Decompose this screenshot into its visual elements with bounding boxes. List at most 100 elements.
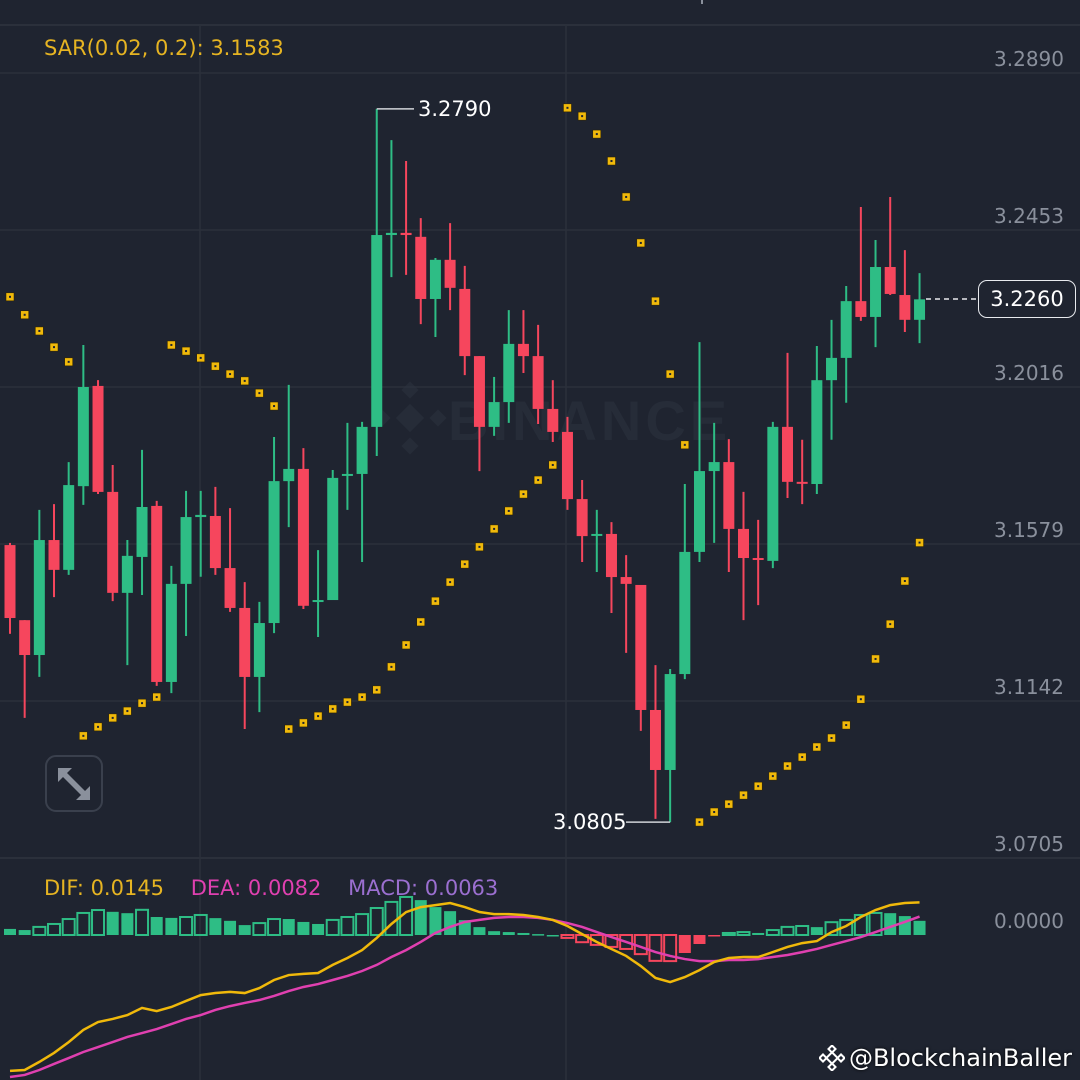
candle [723, 439, 735, 573]
sar-dot-center [713, 811, 716, 814]
macd-histogram-bar [4, 928, 16, 935]
candle-body [870, 267, 882, 317]
candle [914, 273, 926, 344]
macd-histogram-bar [18, 930, 31, 935]
candle [77, 344, 89, 505]
candle-body [253, 623, 265, 677]
sar-dot-center [361, 696, 364, 699]
expand-arrows-icon [58, 767, 90, 800]
sar-dot-center [537, 479, 540, 482]
low-price-label: 3.0805 [553, 810, 627, 834]
sar-dot-center [522, 493, 525, 496]
macd-histogram-bar [780, 925, 795, 937]
macd-histogram-bar [193, 913, 208, 936]
macd-histogram-bar [678, 935, 691, 953]
candle [679, 484, 691, 680]
macd-histogram-bar [179, 916, 194, 936]
sar-dot-center [126, 710, 129, 713]
candle-body [708, 462, 720, 472]
sar-dot-center [38, 329, 41, 332]
candle [356, 421, 368, 562]
sar-dot-center [141, 702, 144, 705]
macd-histogram-bar [488, 931, 501, 935]
candle [165, 565, 177, 694]
candle [268, 436, 280, 634]
macd-histogram-bar [898, 916, 911, 935]
candle-body [782, 426, 794, 482]
candle [136, 449, 148, 596]
candle-body [840, 301, 852, 358]
sar-dot-center [610, 160, 613, 163]
macd-histogram-bar [121, 913, 134, 935]
candle [870, 240, 882, 348]
candle [209, 486, 221, 575]
macd-histogram-bar [61, 918, 76, 937]
sar-dot-center [273, 405, 276, 408]
dea-line [9, 915, 920, 1079]
sar-dot-center [214, 365, 217, 368]
candle [635, 584, 647, 731]
sar-dot-center [155, 696, 158, 699]
sar-dot-center [331, 707, 334, 710]
sar-dot-center [551, 463, 554, 466]
macd-histogram-bar [517, 932, 530, 935]
macd-histogram-bar [282, 919, 295, 935]
sar-dot-center [771, 775, 774, 778]
sar-dot-center [287, 728, 290, 731]
candle-body [107, 491, 119, 593]
candle-body [547, 408, 559, 432]
candle-body [4, 545, 16, 619]
candle [517, 310, 529, 373]
candle [532, 324, 544, 425]
candle-body [239, 607, 251, 677]
candle [19, 620, 31, 718]
candle-body [121, 555, 133, 593]
macd-histogram-bar [238, 925, 251, 935]
candle-body [195, 514, 207, 518]
candle [767, 421, 779, 569]
sar-dot-center [625, 195, 628, 198]
expand-chart-button[interactable] [45, 755, 103, 812]
candle-body [385, 232, 397, 236]
candle [92, 380, 104, 495]
sar-dot-center [698, 821, 701, 824]
sar-dot-center [23, 313, 26, 316]
macd-histogram-bar [736, 931, 751, 937]
candle [782, 352, 794, 499]
macd-histogram-bar [209, 918, 222, 935]
macd-histogram-bar [560, 934, 575, 939]
macd-histogram-bar [165, 917, 178, 935]
macd-value-legend: MACD: 0.0063 [348, 876, 499, 900]
candle [693, 342, 705, 562]
candle [561, 416, 573, 510]
sar-dot-center [53, 346, 56, 349]
sar-dot-center [918, 541, 921, 544]
sar-dot-center [493, 527, 496, 530]
sar-dot-center [669, 373, 672, 376]
candle [327, 469, 339, 601]
candle [341, 422, 353, 510]
sar-dot-center [170, 343, 173, 346]
sar-dot-center [581, 115, 584, 118]
candle [488, 376, 500, 436]
candle-body [19, 620, 31, 656]
candle [63, 462, 75, 575]
candle-body [400, 232, 412, 236]
candle-body [180, 517, 192, 584]
candle [503, 310, 515, 423]
candle-body [136, 506, 148, 557]
candle [591, 509, 603, 573]
sar-dot-center [346, 701, 349, 704]
candle-body [752, 558, 764, 561]
macd-histogram-bar [619, 934, 634, 950]
candle-body [503, 343, 515, 403]
sar-dot-center [302, 721, 305, 724]
candle-body [224, 568, 236, 608]
candle [297, 448, 309, 610]
macd-histogram-bar [810, 927, 823, 935]
macd-histogram-bar [224, 920, 237, 935]
macd-histogram-bar [884, 913, 897, 935]
macd-histogram-bar [693, 935, 706, 944]
candle [312, 550, 324, 638]
